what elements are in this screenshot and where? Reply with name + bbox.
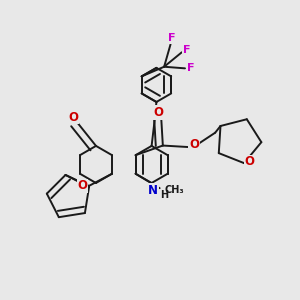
Text: F: F <box>168 34 176 44</box>
Text: H: H <box>160 190 168 200</box>
Text: CH₃: CH₃ <box>164 185 184 195</box>
Text: O: O <box>68 110 79 124</box>
Text: O: O <box>245 155 255 168</box>
Text: F: F <box>183 45 190 55</box>
Text: N: N <box>148 184 158 196</box>
Text: O: O <box>154 106 164 119</box>
Text: F: F <box>187 63 194 73</box>
Text: O: O <box>189 138 199 151</box>
Text: O: O <box>78 179 88 193</box>
